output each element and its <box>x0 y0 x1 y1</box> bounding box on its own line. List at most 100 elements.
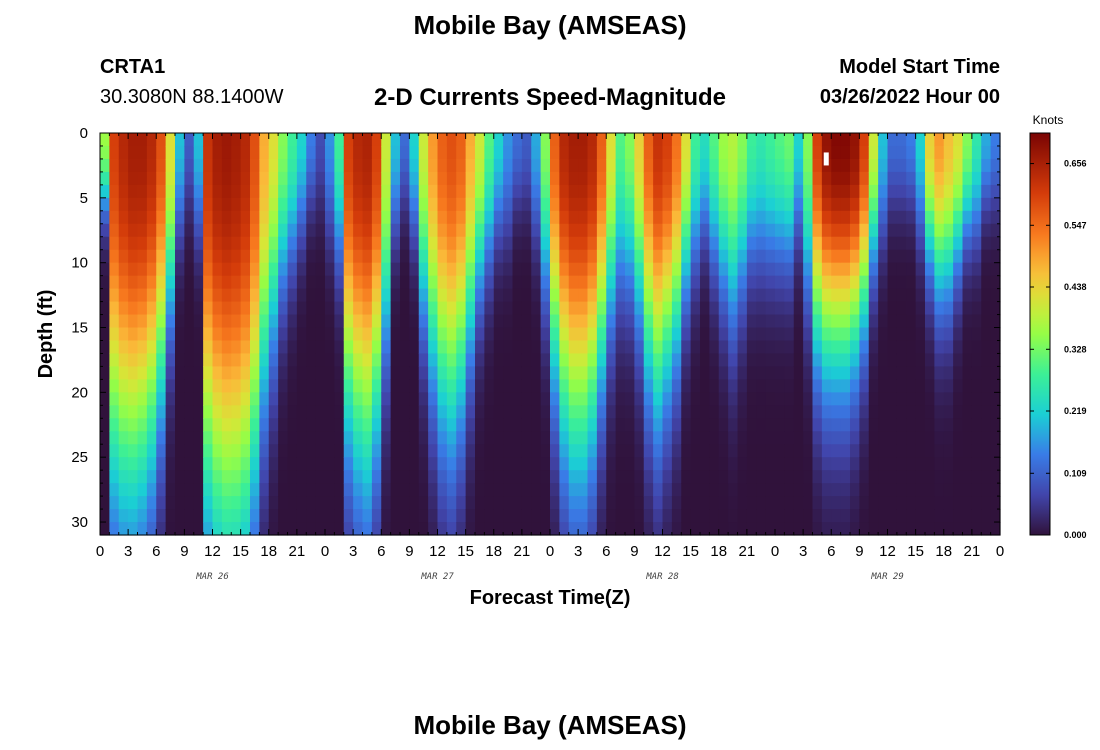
heatmap-cell <box>746 457 757 471</box>
heatmap-cell <box>850 184 860 199</box>
heatmap-cell <box>475 353 485 368</box>
heatmap-cell <box>625 444 635 458</box>
heatmap-cell <box>268 496 279 510</box>
heatmap-cell <box>653 288 664 303</box>
heatmap-cell <box>784 145 795 160</box>
heatmap-cell <box>475 275 485 290</box>
heatmap-cell <box>240 210 251 225</box>
heatmap-cell <box>990 522 1001 536</box>
heatmap-cell <box>643 509 654 523</box>
heatmap-cell <box>437 197 448 212</box>
heatmap-cell <box>662 496 673 510</box>
heatmap-cell <box>540 405 551 419</box>
heatmap-cell <box>503 262 514 277</box>
heatmap-cell <box>821 184 832 199</box>
heatmap-cell <box>446 223 457 238</box>
heatmap-cell <box>531 288 542 303</box>
heatmap-cell <box>231 210 242 225</box>
heatmap-cell <box>896 262 907 277</box>
heatmap-cell <box>625 418 635 432</box>
heatmap-cell <box>700 223 710 238</box>
heatmap-cell <box>606 457 617 471</box>
heatmap-cell <box>662 522 673 536</box>
heatmap-cell <box>990 197 1001 212</box>
heatmap-cell <box>681 249 692 264</box>
heatmap-cell <box>850 405 860 419</box>
heatmap-cell <box>615 522 626 536</box>
heatmap-cell <box>465 496 476 510</box>
heatmap-cell <box>737 496 748 510</box>
heatmap-cell <box>971 301 982 316</box>
heatmap-cell <box>887 184 898 199</box>
heatmap-cell <box>362 275 373 290</box>
heatmap-cell <box>221 431 232 445</box>
heatmap-cell <box>128 314 139 329</box>
heatmap-cell <box>915 522 926 536</box>
heatmap-cell <box>793 496 804 510</box>
heatmap-cell <box>578 145 589 160</box>
heatmap-cell <box>859 301 870 316</box>
heatmap-cell <box>746 522 757 536</box>
heatmap-cell <box>606 379 617 393</box>
heatmap-cell <box>343 158 354 173</box>
heatmap-cell <box>793 158 804 173</box>
heatmap-cell <box>446 496 457 510</box>
heatmap-cell <box>559 210 570 225</box>
heatmap-cell <box>915 509 926 523</box>
heatmap-cell <box>859 522 870 536</box>
heatmap-cell <box>971 314 982 329</box>
heatmap-cell <box>250 171 260 186</box>
heatmap-cell <box>700 158 710 173</box>
heatmap-cell <box>821 444 832 458</box>
heatmap-cell <box>775 353 785 368</box>
heatmap-cell <box>521 340 532 355</box>
heatmap-cell <box>681 184 692 199</box>
heatmap-cell <box>821 275 832 290</box>
heatmap-cell <box>484 223 495 238</box>
heatmap-cell <box>925 236 935 251</box>
heatmap-cell <box>268 418 279 432</box>
heatmap-cell <box>550 340 560 355</box>
heatmap-cell <box>475 431 485 445</box>
heatmap-cell <box>268 327 279 342</box>
heatmap-cell <box>737 184 748 199</box>
heatmap-cell <box>915 418 926 432</box>
heatmap-cell <box>831 249 842 264</box>
heatmap-cell <box>493 366 504 380</box>
heatmap-cell <box>728 379 739 393</box>
heatmap-cell <box>840 249 851 264</box>
heatmap-cell <box>728 275 739 290</box>
heatmap-cell <box>643 249 654 264</box>
heatmap-cell <box>259 353 270 368</box>
heatmap-cell <box>287 522 298 536</box>
heatmap-cell <box>934 353 945 368</box>
heatmap-cell <box>568 223 579 238</box>
heatmap-cell <box>212 236 223 251</box>
heatmap-cell <box>184 327 195 342</box>
heatmap-cell <box>221 470 232 484</box>
x-tick-label: 18 <box>260 543 277 560</box>
x-tick-label: 9 <box>630 543 638 560</box>
heatmap-cell <box>868 405 879 419</box>
heatmap-cell <box>587 470 598 484</box>
heatmap-cell <box>334 509 345 523</box>
heatmap-cell <box>587 327 598 342</box>
heatmap-cell <box>943 249 954 264</box>
heatmap-cell <box>184 522 195 536</box>
heatmap-cell <box>625 379 635 393</box>
heatmap-cell <box>559 418 570 432</box>
heatmap-cell <box>943 392 954 406</box>
heatmap-cell <box>512 509 523 523</box>
heatmap-cell <box>625 509 635 523</box>
heatmap-cell <box>850 509 860 523</box>
heatmap-cell <box>756 366 767 380</box>
heatmap-cell <box>765 405 776 419</box>
heatmap-cell <box>915 457 926 471</box>
heatmap-cell <box>306 184 317 199</box>
heatmap-cell <box>456 145 467 160</box>
heatmap-cell <box>887 470 898 484</box>
heatmap-cell <box>840 171 851 186</box>
heatmap-cell <box>343 249 354 264</box>
heatmap-cell <box>278 366 289 380</box>
heatmap-cell <box>728 392 739 406</box>
